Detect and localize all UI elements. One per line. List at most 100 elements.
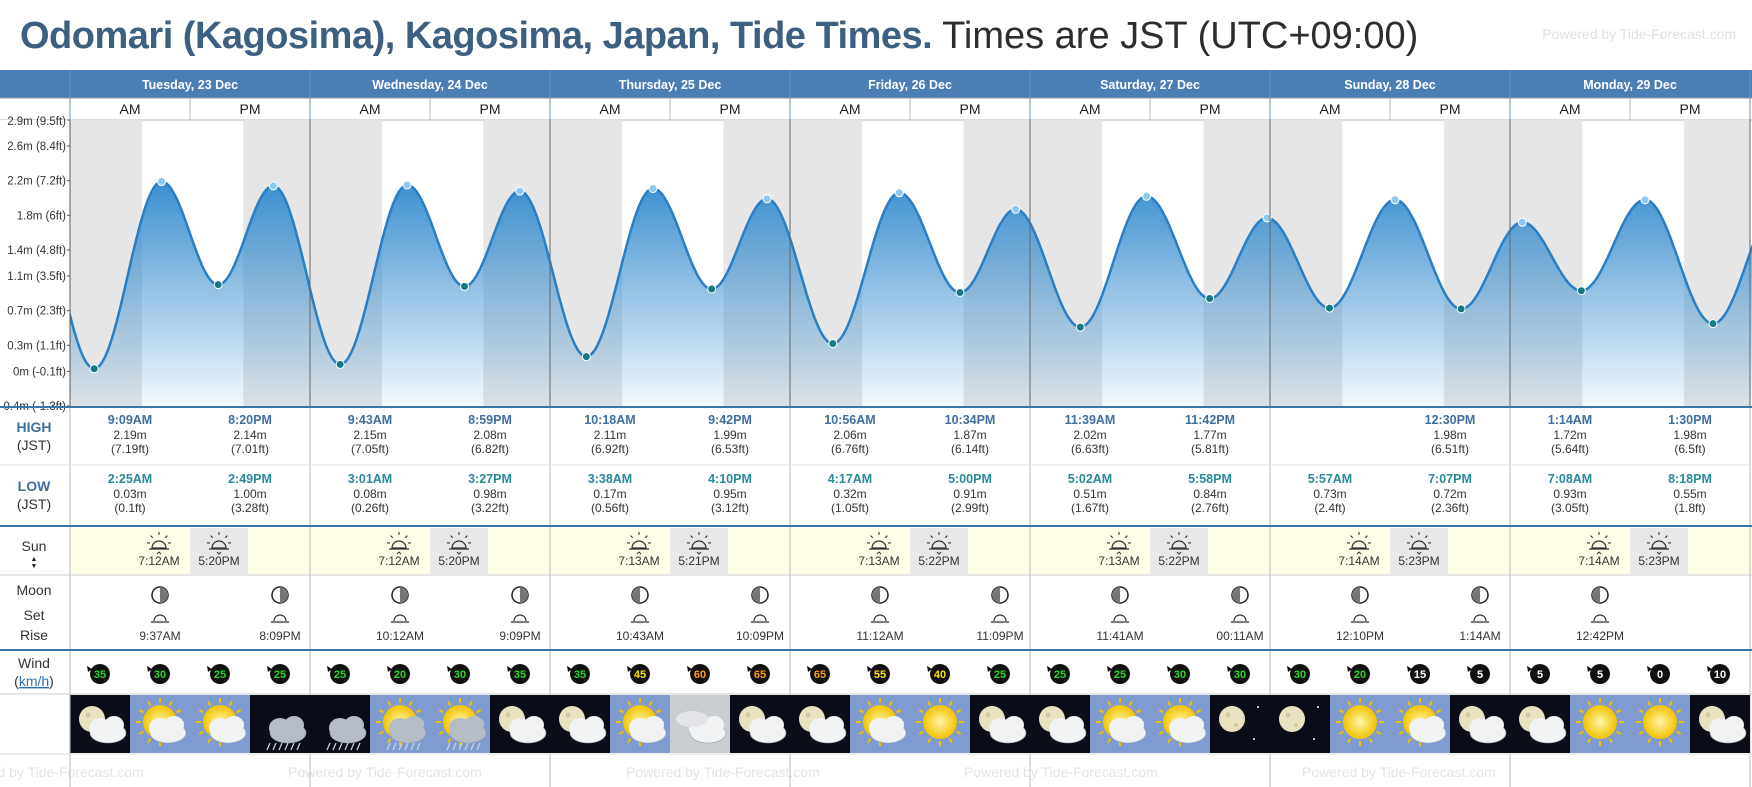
wind-speed: 15: [1414, 669, 1426, 681]
tide-height-m: 0.84m: [1193, 487, 1226, 501]
y-tick-label: 2.9m (9.5ft): [7, 116, 66, 128]
footer-watermark: Powered by Tide-Forecast.com: [1302, 764, 1496, 780]
y-tick-label: 0m (-0.1ft): [13, 366, 66, 378]
tide-height-m: 0.08m: [353, 487, 386, 501]
high-tide-point: [1011, 204, 1021, 214]
sunset-icon: [926, 532, 952, 555]
wind-unit-link[interactable]: km/h: [19, 673, 49, 689]
low-tide-point: [335, 359, 345, 369]
wind-arrow-icon: [807, 666, 812, 672]
sunrise-time: 7:13AM: [618, 554, 659, 568]
high-tide-time: 1:30PM: [1668, 413, 1712, 427]
high-tide-time: 9:43AM: [348, 413, 392, 427]
wind-arrow-icon: [447, 666, 452, 672]
footer-watermark: Powered by Tide-Forecast.com: [0, 764, 144, 780]
low-tide-time: 4:10PM: [708, 472, 752, 486]
sunset-icon: [1406, 532, 1432, 555]
low-tide-time: 3:01AM: [348, 472, 392, 486]
pm-label: PM: [1440, 101, 1461, 117]
moonrise-icon: [391, 614, 409, 623]
moonset-icon: [271, 614, 289, 623]
sun-up-icon: ▲: [31, 556, 38, 563]
wind-speed: 30: [1234, 669, 1246, 681]
tide-height-ft: (2.99ft): [951, 501, 989, 515]
wind-speed: 40: [934, 669, 946, 681]
low-tide-time: 5:58PM: [1188, 472, 1232, 486]
high-tide-time: 10:34PM: [945, 413, 996, 427]
wind-indicator: 15: [1407, 664, 1430, 684]
tide-height-m: 1.87m: [953, 428, 986, 442]
wind-indicator: 5: [1467, 664, 1490, 684]
sunrise-time: 7:13AM: [858, 554, 899, 568]
high-tide-point: [515, 186, 525, 196]
moon-phase-icon: [631, 586, 649, 604]
moon-time: 11:12AM: [856, 629, 903, 643]
moon-time: 10:09PM: [736, 629, 784, 643]
tide-height-m: 1.00m: [233, 487, 266, 501]
weather-sun-rain-icon: [430, 695, 490, 753]
pm-label: PM: [960, 101, 981, 117]
y-tick-label: 0.3m (1.1ft): [7, 340, 66, 352]
wind-speed: 65: [754, 669, 766, 681]
am-label: AM: [1080, 101, 1101, 117]
tide-height-m: 2.15m: [353, 428, 386, 442]
moonset-icon: [991, 614, 1009, 623]
tide-height-ft: (0.56ft): [591, 501, 629, 515]
am-label: AM: [120, 101, 141, 117]
moon-phase-icon: [1471, 586, 1489, 604]
wind-arrow-icon: [1047, 666, 1052, 672]
moonset-icon: [1471, 614, 1489, 623]
low-tide-point: [1708, 319, 1718, 329]
weather-overcast-icon: [670, 695, 730, 753]
day-header-label: Wednesday, 24 Dec: [372, 78, 488, 92]
pm-label: PM: [1200, 101, 1221, 117]
sunset-time: 5:22PM: [1158, 554, 1199, 568]
moon-time: 9:09PM: [499, 629, 540, 643]
pm-label: PM: [240, 101, 261, 117]
high-row-jst: (JST): [17, 437, 51, 453]
wind-indicator: 35: [507, 664, 530, 684]
weather-clear-moon-icon: [1210, 695, 1270, 753]
footer-watermark: Powered by Tide-Forecast.com: [964, 764, 1158, 780]
tide-height-ft: (7.01ft): [231, 442, 269, 456]
tide-height-ft: (6.92ft): [591, 442, 629, 456]
wind-indicator: 60: [687, 664, 710, 684]
weather-rain-night-icon: [310, 695, 370, 753]
high-tide-point: [157, 177, 166, 187]
tide-height-m: 0.91m: [953, 487, 986, 501]
low-tide-point: [1075, 322, 1085, 332]
tide-height-ft: (2.4ft): [1314, 501, 1345, 515]
tide-height-ft: (6.82ft): [471, 442, 509, 456]
weather-sun-icon: [910, 695, 970, 753]
wind-speed: 25: [1054, 669, 1066, 681]
wind-speed: 55: [874, 669, 886, 681]
low-row-label: LOW: [18, 478, 51, 494]
wind-indicator: 45: [627, 664, 650, 684]
low-tide-time: 2:25AM: [108, 472, 152, 486]
tide-height-m: 0.17m: [593, 487, 626, 501]
wind-indicator: 5: [1587, 664, 1610, 684]
wind-arrow-icon: [1407, 666, 1412, 672]
wind-indicator: 30: [1287, 664, 1310, 684]
tide-height-m: 0.73m: [1313, 487, 1346, 501]
sunrise-time: 7:12AM: [378, 554, 419, 568]
tide-height-ft: (2.36ft): [1431, 501, 1469, 515]
weather-rain-night-icon: [250, 695, 310, 753]
day-header-bar: [0, 70, 1752, 98]
moon-phase-icon: [271, 586, 289, 604]
wind-speed: 10: [1714, 669, 1726, 681]
low-tide-time: 3:27PM: [468, 472, 512, 486]
weather-sun-icon: [1330, 695, 1390, 753]
wind-speed: 45: [634, 669, 646, 681]
tide-height-ft: (3.28ft): [231, 501, 269, 515]
high-tide-time: 9:42PM: [708, 413, 752, 427]
weather-cloud-moon-icon: [970, 695, 1030, 753]
high-tide-point: [1390, 195, 1400, 205]
moon-time: 00:11AM: [1216, 629, 1263, 643]
sunset-icon: [206, 532, 232, 555]
sunrise-time: 7:12AM: [138, 554, 179, 568]
am-label: AM: [1560, 101, 1581, 117]
sunrise-icon: [626, 532, 652, 555]
sunrise-icon: [1346, 532, 1372, 555]
moon-time: 10:43AM: [616, 629, 664, 643]
